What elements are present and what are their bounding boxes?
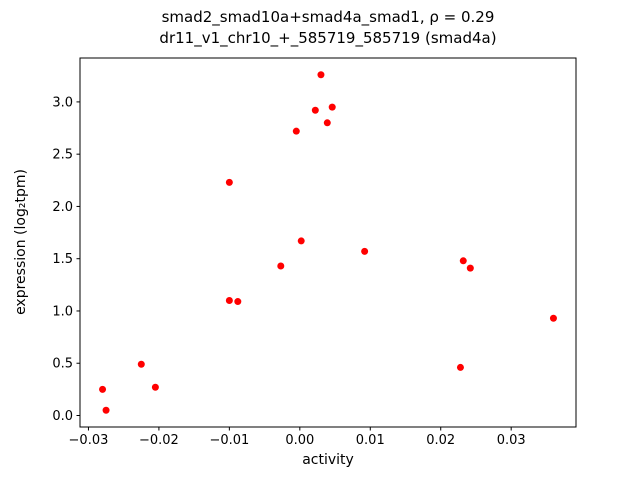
scatter-point — [297, 237, 305, 245]
scatter-point — [328, 103, 336, 111]
chart-title-line2: dr11_v1_chr10_+_585719_585719 (smad4a) — [159, 29, 497, 47]
scatter-point — [456, 363, 464, 371]
y-tick-label: 2.5 — [52, 148, 73, 163]
x-tick-label: −0.01 — [209, 433, 249, 448]
x-tick-label: −0.02 — [139, 433, 179, 448]
scatter-point — [151, 383, 159, 391]
scatter-point — [361, 247, 369, 255]
y-tick-label: 3.0 — [52, 95, 73, 110]
x-axis-label: activity — [302, 452, 354, 468]
y-axis-label: expression (log₂tpm) — [13, 169, 29, 315]
scatter-point — [102, 406, 110, 414]
x-tick-label: 0.03 — [497, 433, 526, 448]
scatter-point — [311, 106, 319, 114]
x-tick-label: 0.01 — [356, 433, 385, 448]
y-tick-label: 2.0 — [52, 200, 73, 215]
scatter-point — [99, 385, 107, 393]
axes-frame — [79, 57, 577, 428]
scatter-point — [225, 178, 233, 186]
x-tick-label: 0.02 — [426, 433, 455, 448]
scatter-point — [549, 314, 557, 322]
scatter-point — [459, 257, 467, 265]
scatter-point — [137, 360, 145, 368]
x-tick-label: 0.00 — [285, 433, 314, 448]
scatter-point — [323, 119, 331, 127]
scatter-point — [277, 262, 285, 270]
y-tick-label: 1.0 — [52, 304, 73, 319]
scatter-point — [317, 71, 325, 79]
chart-title-line1: smad2_smad10a+smad4a_smad1, ρ = 0.29 — [161, 8, 495, 26]
y-tick-label: 1.5 — [52, 252, 73, 267]
x-tick-label: −0.03 — [69, 433, 109, 448]
y-tick-label: 0.5 — [52, 357, 73, 372]
y-tick-label: 0.0 — [52, 409, 73, 424]
scatter-point — [292, 127, 300, 135]
scatter-point — [225, 297, 233, 305]
scatter-point — [466, 264, 474, 272]
scatter-point — [234, 298, 242, 306]
